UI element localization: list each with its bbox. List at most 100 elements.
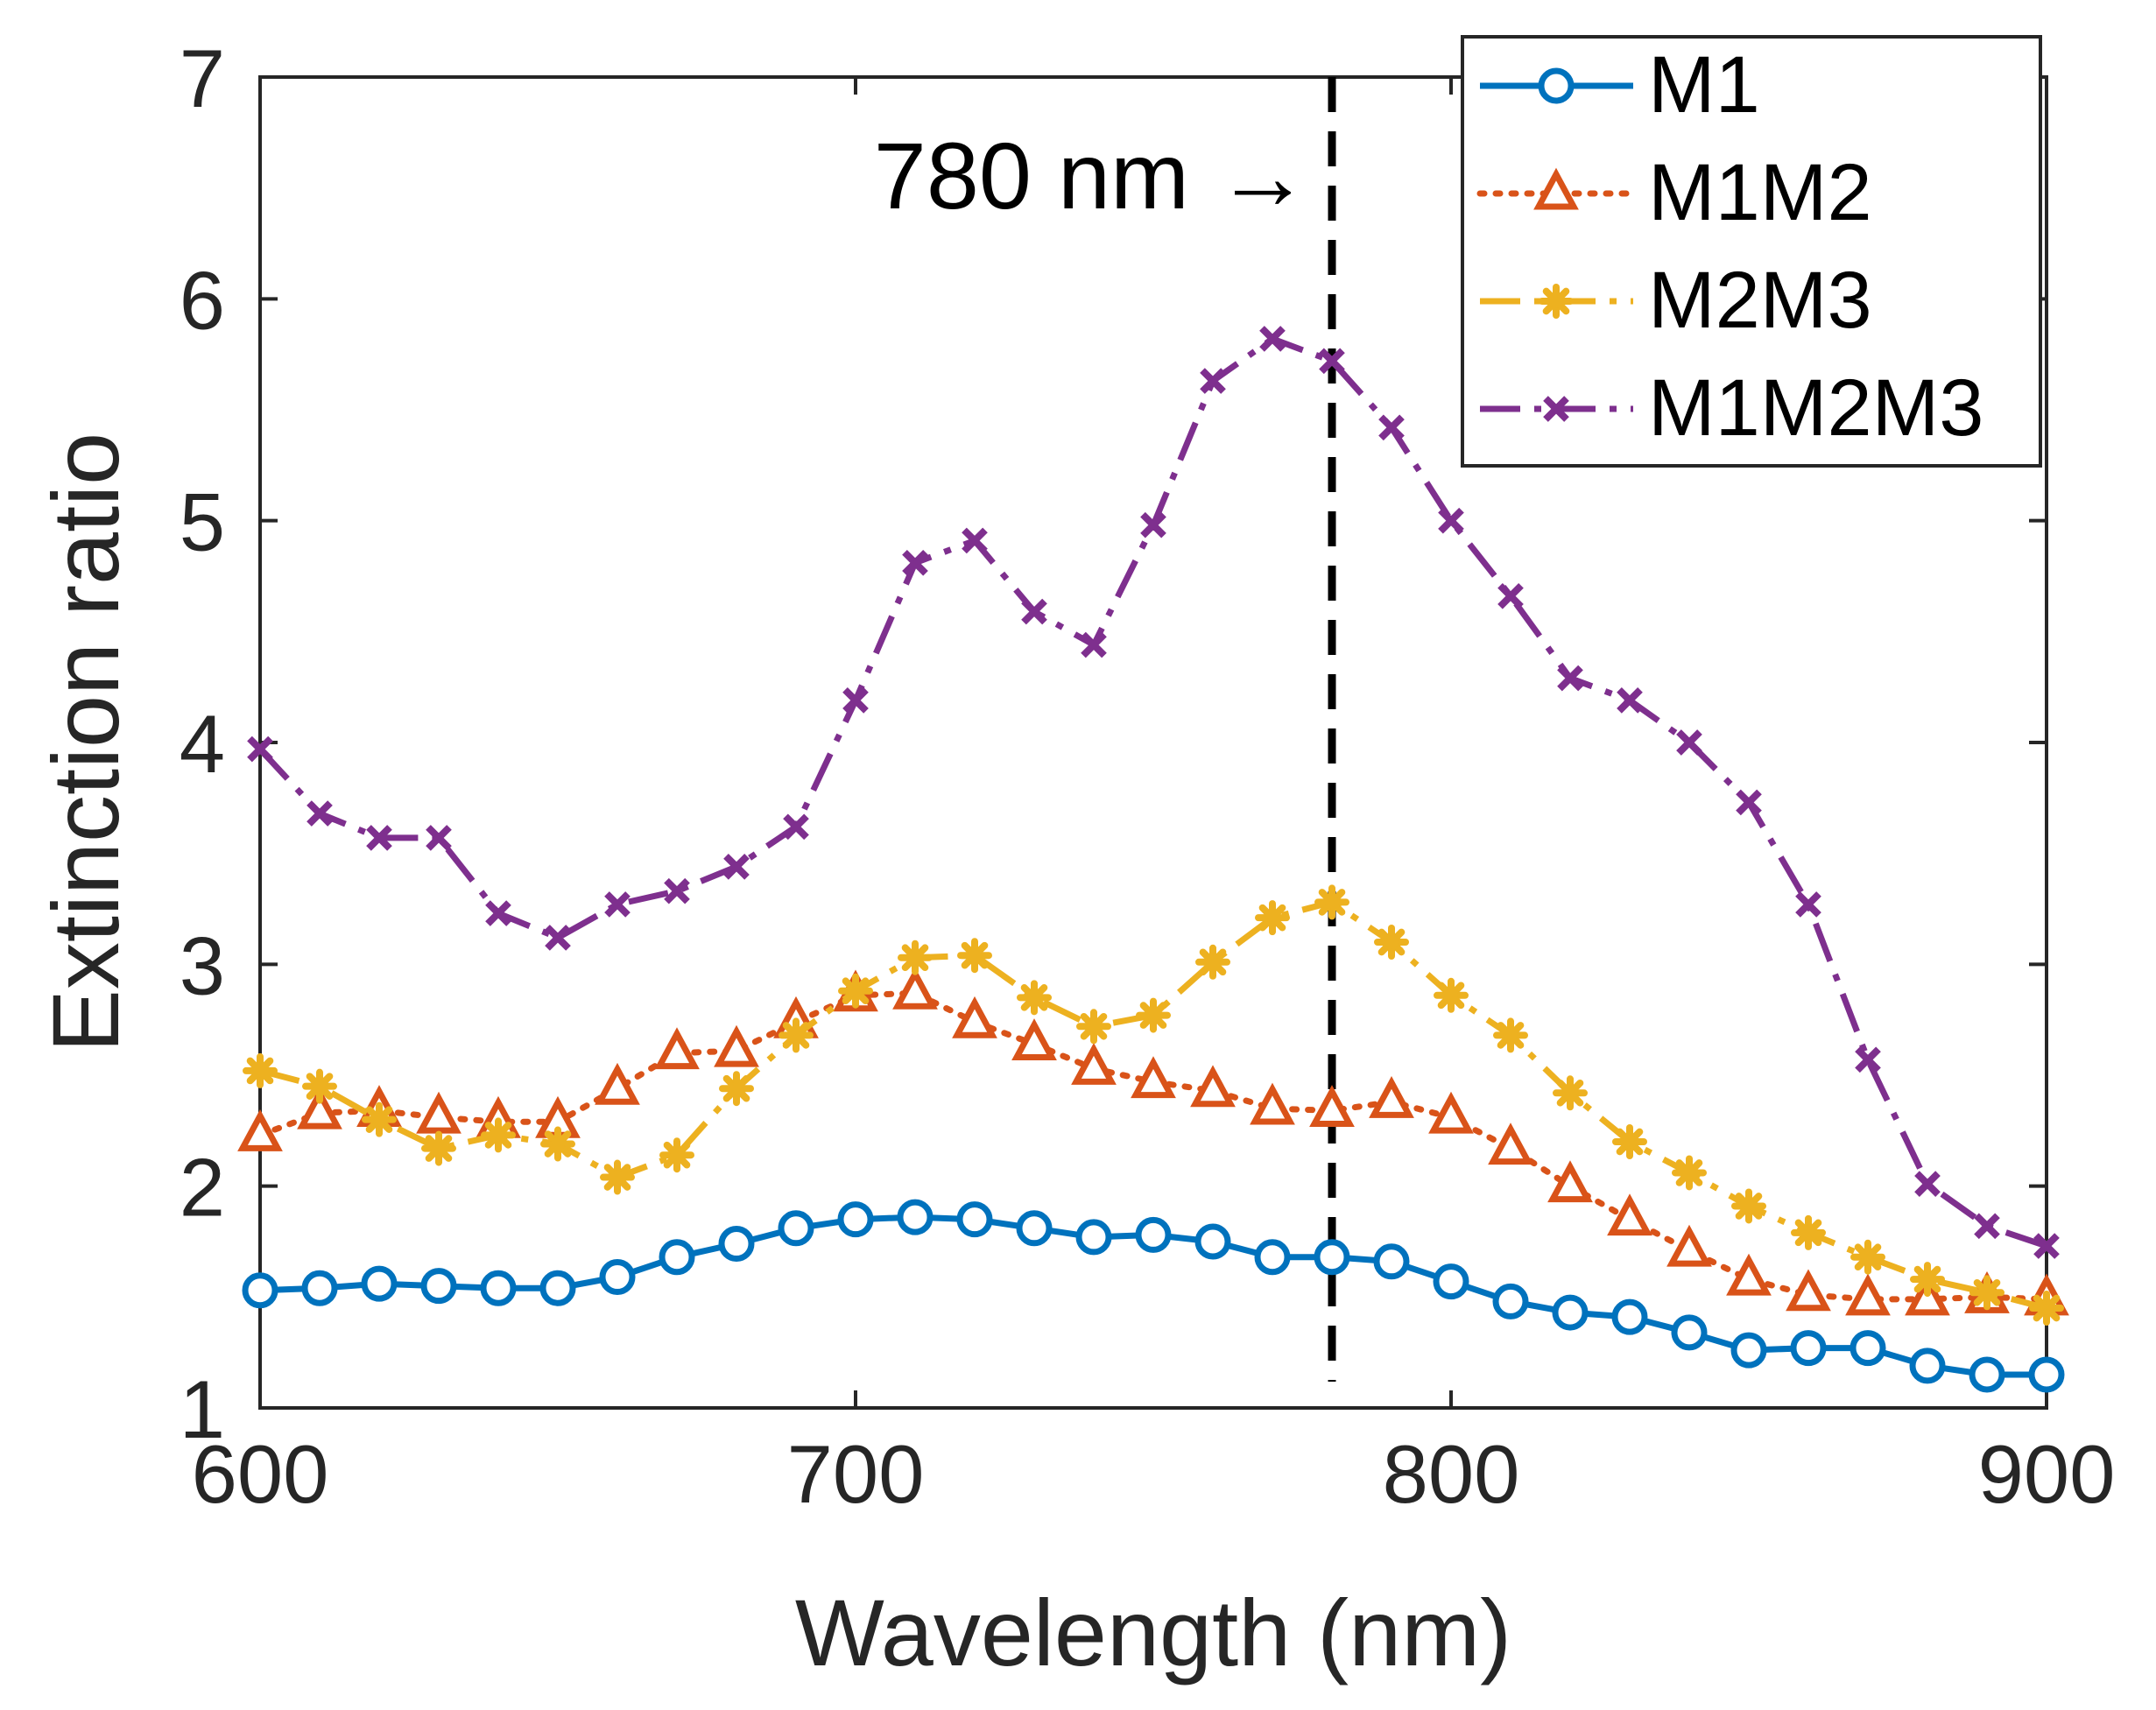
x-tick-label: 700 bbox=[787, 1428, 925, 1520]
data-point-m1 bbox=[539, 1270, 576, 1306]
data-point-m1m2m3 bbox=[426, 825, 452, 851]
data-point-m1 bbox=[778, 1210, 814, 1247]
data-point-m2m3 bbox=[1612, 1124, 1647, 1159]
data-point-m2m3 bbox=[719, 1071, 754, 1107]
data-point-m2m3 bbox=[2029, 1291, 2064, 1326]
data-point-m1m2 bbox=[1547, 1160, 1593, 1203]
data-point-m1 bbox=[2028, 1356, 2065, 1393]
data-point-m1m2m3 bbox=[485, 900, 511, 926]
y-tick-label: 6 bbox=[180, 254, 225, 346]
data-point-m1m2 bbox=[416, 1091, 461, 1134]
data-point-m1m2m3 bbox=[1676, 729, 1702, 756]
data-point-m1 bbox=[361, 1265, 398, 1302]
data-point-m2m3 bbox=[779, 1017, 814, 1053]
data-point-m2m3 bbox=[957, 938, 992, 974]
data-point-m1m2m3 bbox=[1497, 582, 1524, 609]
data-point-m2m3 bbox=[1374, 925, 1409, 960]
data-point-m1 bbox=[420, 1268, 457, 1305]
data-point-m2m3 bbox=[1553, 1075, 1588, 1111]
series-m1m2m3 bbox=[247, 326, 2060, 1259]
data-point-m2m3 bbox=[1136, 997, 1171, 1033]
legend-entry-m1m2: M1M2 bbox=[1476, 148, 1872, 237]
data-point-m1m2 bbox=[1666, 1224, 1712, 1267]
data-point-m2m3 bbox=[540, 1126, 575, 1162]
legend: M1 M1M2 M2M3 M1M2M3 bbox=[1461, 35, 2042, 468]
data-point-m1m2m3 bbox=[723, 854, 750, 880]
data-point-m1 bbox=[1611, 1298, 1648, 1335]
data-point-m1 bbox=[1433, 1263, 1469, 1300]
x-axis-title: Wavelength (nm) bbox=[795, 1580, 1511, 1685]
data-point-m1 bbox=[718, 1226, 755, 1263]
data-point-m2m3 bbox=[600, 1159, 635, 1195]
data-point-m2m3 bbox=[659, 1137, 694, 1173]
data-point-m1 bbox=[1492, 1283, 1529, 1319]
data-point-m2m3 bbox=[362, 1101, 397, 1137]
data-point-m2m3 bbox=[1076, 1009, 1111, 1045]
data-point-m2m3 bbox=[1672, 1155, 1707, 1191]
x-tick-label: 900 bbox=[1978, 1428, 2116, 1520]
data-point-m1 bbox=[1135, 1216, 1172, 1253]
data-point-m1m2 bbox=[1786, 1269, 1831, 1312]
y-axis: 1 2 3 4 5 6 7 bbox=[180, 32, 2047, 1455]
data-point-m1m2 bbox=[1726, 1253, 1772, 1296]
data-point-m2m3 bbox=[1017, 980, 1052, 1016]
data-point-m2m3 bbox=[1314, 884, 1349, 920]
data-point-m1 bbox=[659, 1239, 695, 1276]
data-point-m1m2m3 bbox=[1200, 368, 1226, 394]
data-point-m1m2m3 bbox=[664, 877, 690, 904]
data-point-m1m2m3 bbox=[1081, 631, 1107, 658]
x-tick-label: 800 bbox=[1383, 1428, 1520, 1520]
data-point-m1m2m3 bbox=[783, 813, 809, 841]
data-point-m1m2 bbox=[237, 1109, 283, 1151]
data-point-m2m3 bbox=[898, 939, 933, 975]
data-point-m1m2m3 bbox=[1140, 511, 1166, 538]
legend-marker-m2m3 bbox=[1539, 284, 1574, 319]
data-point-m2m3 bbox=[1434, 977, 1469, 1013]
data-point-m2m3 bbox=[421, 1130, 456, 1166]
data-point-m1m2 bbox=[297, 1087, 342, 1129]
data-point-m1m2m3 bbox=[962, 527, 988, 554]
data-point-m1m2m3 bbox=[1617, 687, 1643, 714]
legend-marker-m1 bbox=[1538, 67, 1575, 104]
data-point-m1m2m3 bbox=[1021, 598, 1047, 625]
data-point-m1 bbox=[1075, 1219, 1112, 1256]
data-point-m1m2 bbox=[1131, 1056, 1176, 1099]
series-m2m3 bbox=[243, 884, 2064, 1326]
data-point-m1m2 bbox=[1369, 1076, 1414, 1118]
data-point-m2m3 bbox=[481, 1117, 516, 1153]
data-point-m1m2 bbox=[1488, 1122, 1533, 1165]
y-axis-title: Extinction ratio bbox=[32, 433, 138, 1052]
data-point-m1m2m3 bbox=[1557, 665, 1583, 692]
data-point-m2m3 bbox=[1195, 944, 1230, 980]
data-point-m1 bbox=[1254, 1239, 1291, 1276]
data-point-m1m2 bbox=[892, 967, 938, 1010]
legend-entry-m1: M1 bbox=[1480, 40, 1760, 130]
data-point-m2m3 bbox=[243, 1052, 278, 1088]
data-point-m1 bbox=[956, 1201, 993, 1238]
legend-label-m1: M1 bbox=[1648, 40, 1760, 130]
series-m1 bbox=[242, 1199, 2065, 1393]
data-point-m1 bbox=[1909, 1348, 1946, 1384]
series-layer bbox=[237, 326, 2069, 1393]
data-point-m1m2m3 bbox=[1319, 348, 1345, 375]
x-axis: 600 700 800 900 bbox=[192, 77, 2116, 1520]
data-point-m1m2m3 bbox=[1795, 891, 1821, 918]
data-point-m1m2 bbox=[1190, 1065, 1236, 1108]
data-point-m1m2m3 bbox=[1736, 789, 1762, 816]
data-point-m1m2m3 bbox=[306, 800, 333, 827]
data-point-m1m2 bbox=[1011, 1018, 1057, 1061]
data-point-m1 bbox=[1969, 1356, 2005, 1393]
data-point-m1m2m3 bbox=[247, 735, 273, 763]
data-point-m1m2m3 bbox=[1378, 414, 1405, 441]
y-tick-label: 5 bbox=[180, 476, 225, 568]
data-point-m1m2 bbox=[714, 1024, 759, 1067]
data-point-m1 bbox=[1373, 1243, 1410, 1280]
data-point-m1m2 bbox=[1250, 1082, 1295, 1125]
data-point-m1m2m3 bbox=[366, 825, 392, 851]
data-point-m2m3 bbox=[1255, 900, 1290, 936]
data-point-m2m3 bbox=[302, 1068, 337, 1104]
legend-marker-m1m2 bbox=[1533, 167, 1579, 210]
data-point-m2m3 bbox=[1850, 1239, 1885, 1275]
data-point-m1 bbox=[1314, 1239, 1350, 1276]
data-point-m1 bbox=[1552, 1294, 1589, 1331]
